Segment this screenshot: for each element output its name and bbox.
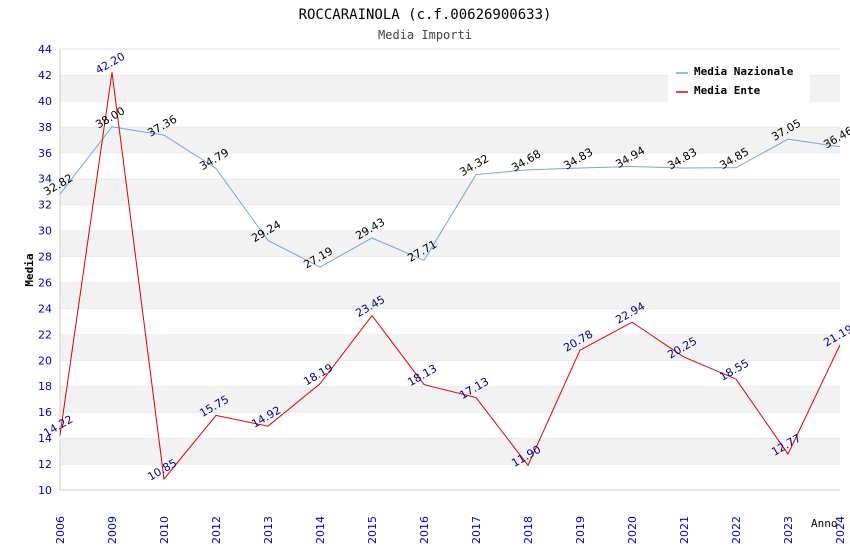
y-tick-label: 30 xyxy=(38,225,52,238)
y-tick-label: 22 xyxy=(38,328,52,341)
x-tick-label: 2013 xyxy=(262,516,275,544)
series-line-ente xyxy=(59,72,841,481)
x-tick-label: 2022 xyxy=(730,516,743,544)
legend-label-ente: Media Ente xyxy=(694,84,761,97)
x-tick-label: 2019 xyxy=(574,516,587,544)
x-tick-label: 2021 xyxy=(678,516,691,544)
y-tick-label: 32 xyxy=(38,199,52,212)
x-axis: 2006 2009 2010 2012 2013 2014 2015 2016 2017 2018… xyxy=(54,516,847,544)
y-tick-label: 14 xyxy=(38,432,52,445)
legend-box xyxy=(668,60,810,102)
legend-label-nazionale: Media Nazionale xyxy=(694,65,794,78)
y-tick-label: 40 xyxy=(38,95,52,108)
y-tick-label: 18 xyxy=(38,380,52,393)
grid-band xyxy=(60,334,840,361)
y-axis: 10 12 14 16 18 20 22 24 26 28 30 32 34 36 38 40 42 44 xyxy=(38,43,52,497)
y-tick-label: 36 xyxy=(38,147,52,160)
x-tick-label: 2016 xyxy=(418,516,431,544)
x-tick-label: 2018 xyxy=(522,516,535,544)
x-tick-label: 2009 xyxy=(106,516,119,544)
y-tick-label: 10 xyxy=(38,484,52,497)
y-axis-label: Media xyxy=(23,253,36,286)
y-tick-label: 16 xyxy=(38,406,52,419)
chart-title: ROCCARAINOLA (c.f.00626900633) xyxy=(299,7,552,23)
grid-band xyxy=(60,100,840,127)
x-axis-label: Anno xyxy=(811,517,838,530)
y-tick-label: 42 xyxy=(38,69,52,82)
x-tick-label: 2010 xyxy=(158,516,171,544)
x-tick-label: 2017 xyxy=(470,516,483,544)
grid-band xyxy=(60,178,840,205)
grid-band xyxy=(60,152,840,179)
grid-band xyxy=(60,230,840,257)
grid-band xyxy=(60,256,840,283)
chart-subtitle: Media Importi xyxy=(378,28,472,42)
grid-band xyxy=(60,126,840,153)
grid-band xyxy=(60,360,840,387)
y-tick-label: 24 xyxy=(38,302,52,315)
x-tick-label: 2015 xyxy=(366,516,379,544)
y-tick-label: 38 xyxy=(38,121,52,134)
grid-bands xyxy=(59,48,840,491)
grid-band xyxy=(60,412,840,439)
grid-band xyxy=(60,386,840,413)
x-tick-label: 2020 xyxy=(626,516,639,544)
y-tick-label: 12 xyxy=(38,458,52,471)
series-lines xyxy=(59,72,841,481)
x-tick-label: 2023 xyxy=(782,516,795,544)
grid-band xyxy=(60,438,840,465)
y-tick-label: 28 xyxy=(38,251,52,264)
x-tick-label: 2014 xyxy=(314,516,327,544)
grid-band xyxy=(60,282,840,309)
x-tick-label: 2024 xyxy=(834,516,847,544)
y-tick-label: 34 xyxy=(38,173,52,186)
series-line-nazionale xyxy=(59,126,841,268)
y-tick-label: 26 xyxy=(38,276,52,289)
legend: Media Nazionale Media Ente xyxy=(668,60,810,102)
grid-band xyxy=(60,308,840,335)
x-tick-label: 2012 xyxy=(210,516,223,544)
y-tick-label: 44 xyxy=(38,43,52,56)
grid-band xyxy=(60,464,840,490)
y-tick-label: 20 xyxy=(38,354,52,367)
x-tick-label: 2006 xyxy=(54,516,67,544)
